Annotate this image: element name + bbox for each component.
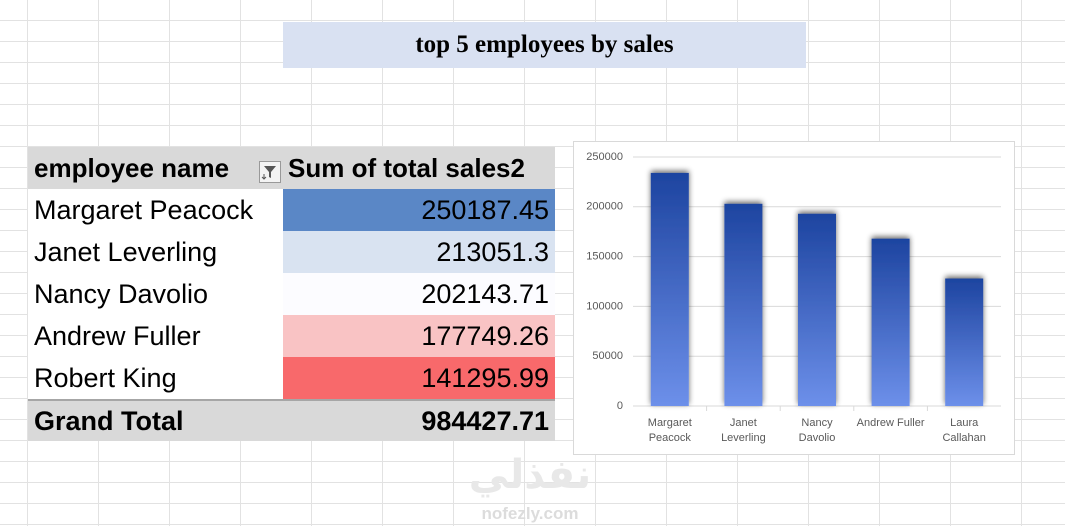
watermark-site: nofezly.com — [481, 504, 579, 523]
table-row: Robert King 141295.99 — [28, 357, 555, 399]
y-tick-label: 200000 — [586, 201, 623, 213]
chart: 0 50000 100000 150000 200000 250000 Margaret … — [573, 141, 1015, 455]
name-cell: Robert King — [34, 363, 177, 393]
value-cell: 250187.45 — [283, 189, 555, 231]
watermark-arabic: نفذلي — [468, 452, 592, 498]
x-tick-label: Andrew Fuller — [856, 417, 925, 429]
chart-svg: 0 50000 100000 150000 200000 250000 — [586, 151, 1001, 412]
x-tick-label: Laura Callahan — [942, 417, 986, 444]
table-row: Janet Leverling 213051.3 — [28, 231, 555, 273]
value-cell: 177749.26 — [283, 315, 555, 357]
bar — [945, 278, 984, 406]
y-tick-label: 250000 — [586, 151, 623, 163]
title: top 5 employees by sales — [283, 22, 806, 68]
header-row: employee name Sum of total sales2 — [28, 147, 555, 189]
filter-button[interactable] — [259, 161, 281, 183]
name-cell: Janet Leverling — [34, 237, 218, 267]
y-tick-label: 150000 — [586, 251, 623, 263]
bar — [871, 238, 910, 406]
value-cell: 213051.3 — [283, 231, 555, 273]
bar — [798, 213, 836, 406]
total-row: Grand Total 984427.71 — [28, 399, 555, 441]
bar — [724, 203, 763, 406]
bar — [650, 172, 689, 406]
x-tick-label: Janet Leverling — [721, 417, 766, 444]
y-tick-label: 0 — [617, 400, 623, 412]
x-tick-label: Margaret Peacock — [647, 417, 692, 444]
total-label: Grand Total — [34, 406, 184, 436]
name-cell: Nancy Davolio — [34, 279, 209, 309]
pivot-table: employee name Sum of total sales2 Margar… — [28, 147, 555, 441]
value-cell: 202143.71 — [283, 273, 555, 315]
name-cell: Andrew Fuller — [34, 321, 201, 351]
header-cell: employee name — [34, 153, 230, 183]
y-tick-label: 100000 — [586, 300, 623, 312]
header-cell: Sum of total sales2 — [288, 153, 525, 183]
table-row: Nancy Davolio 202143.71 — [28, 273, 555, 315]
table-row: Andrew Fuller 177749.26 — [28, 315, 555, 357]
table-row: Margaret Peacock 250187.45 — [28, 189, 555, 231]
x-tick-label: Nancy Davolio — [798, 417, 836, 444]
value-cell: 141295.99 — [283, 357, 555, 399]
name-cell: Margaret Peacock — [34, 195, 254, 225]
rows: Margaret Peacock 250187.45 Janet Leverling… — [28, 189, 555, 399]
total-value: 984427.71 — [421, 406, 549, 436]
y-tick-label: 50000 — [592, 350, 623, 362]
